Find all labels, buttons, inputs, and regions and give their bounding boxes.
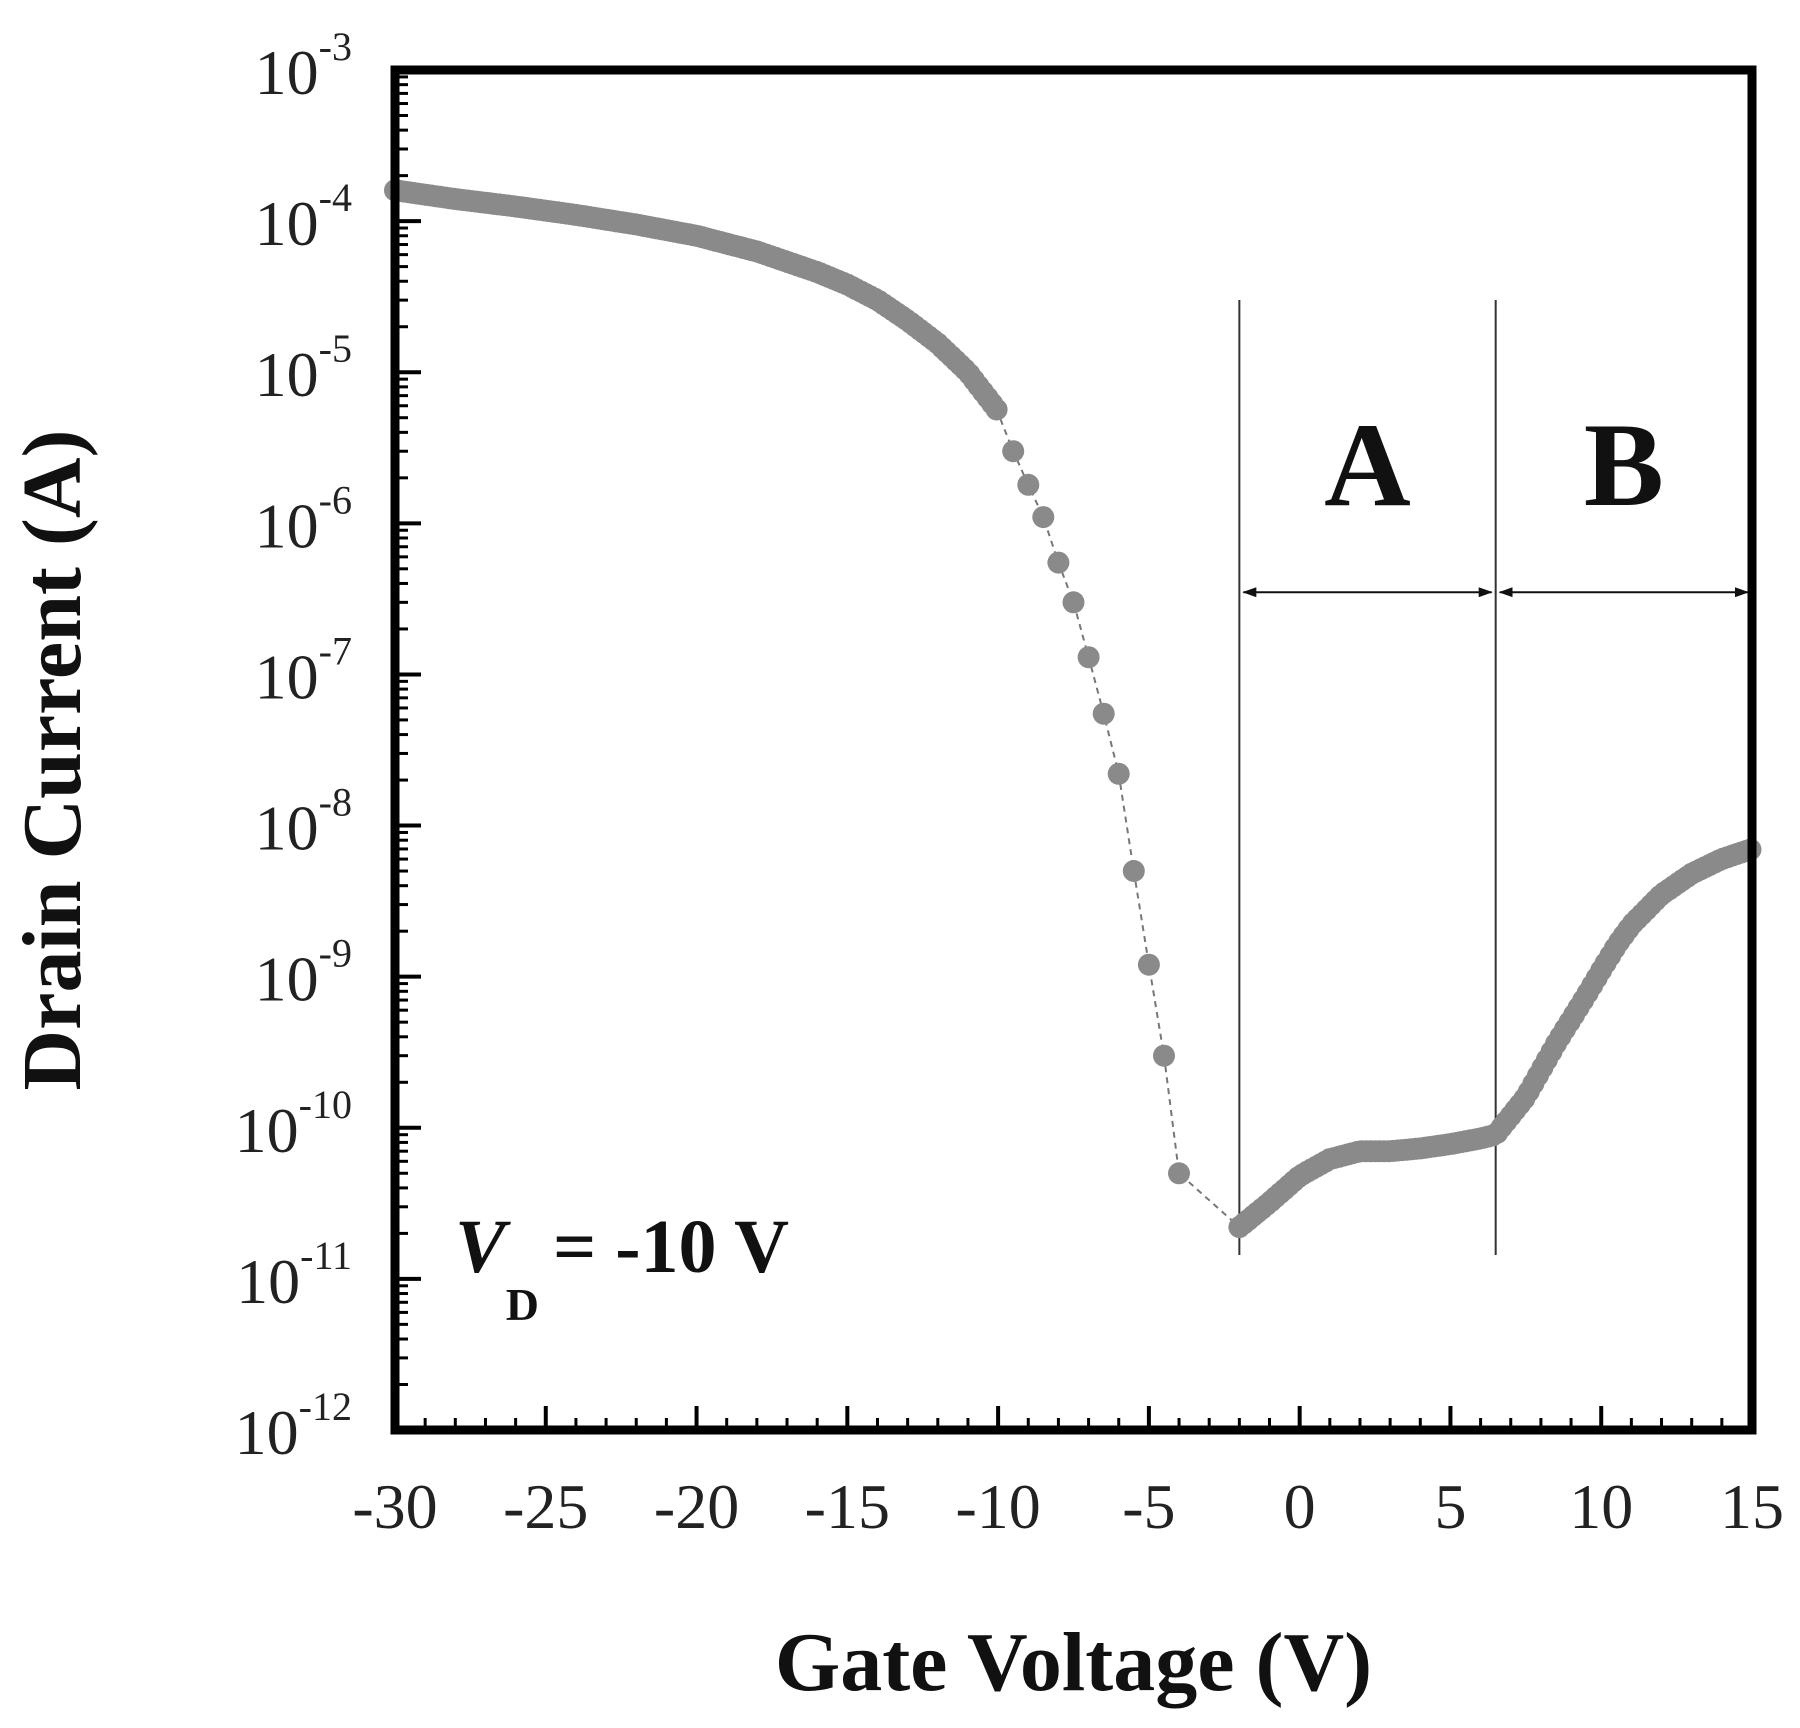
data-points	[384, 179, 1762, 1239]
data-point	[1092, 702, 1115, 725]
y-tick-label: 10-11	[236, 1233, 352, 1317]
y-tick-label: 10-6	[255, 477, 352, 561]
data-point	[1137, 953, 1160, 976]
data-point	[1032, 506, 1055, 529]
data-point	[1122, 860, 1145, 882]
y-tick-label: 10-5	[255, 326, 352, 410]
x-tick-label: 0	[1284, 1471, 1316, 1542]
x-tick-label: -30	[352, 1471, 437, 1542]
data-point	[985, 398, 1008, 421]
y-tick-label: 10-4	[255, 175, 352, 259]
x-tick-label: 10	[1569, 1471, 1633, 1542]
x-tick-label: -15	[805, 1471, 890, 1542]
x-tick-label: 5	[1434, 1471, 1466, 1542]
x-tick-label: -10	[955, 1471, 1040, 1542]
drain-voltage-annotation: VD= -10 V	[455, 1205, 789, 1330]
y-tick-label: 10-3	[255, 24, 352, 108]
y-tick-label: 10-10	[235, 1082, 352, 1166]
y-axis-title: Drain Current (A)	[6, 429, 99, 1090]
y-tick-label: 10-7	[255, 628, 352, 712]
data-point	[1153, 1044, 1175, 1067]
y-tick-label: 10-12	[235, 1384, 352, 1468]
x-tick-label: -25	[503, 1471, 588, 1542]
data-point	[1002, 440, 1025, 463]
x-tick-label: 15	[1720, 1471, 1784, 1542]
x-tick-label: -5	[1122, 1471, 1175, 1542]
data-point	[1077, 646, 1100, 669]
plot-frame	[390, 65, 1757, 1435]
y-tick-label: 10-8	[255, 780, 352, 864]
data-point	[1062, 591, 1085, 614]
y-tick-label: 10-9	[255, 931, 352, 1015]
x-tick-label: -20	[654, 1471, 739, 1542]
region-label-b: B	[1584, 398, 1664, 531]
data-point	[1107, 762, 1130, 785]
x-axis-tick-labels: -30 -25 -20 -15 -10 -5 0 5 10 15	[352, 1471, 1784, 1542]
data-point	[1017, 473, 1040, 496]
x-axis-title: Gate Voltage (V)	[775, 1616, 1372, 1709]
y-axis-tick-labels: 10-3 10-4 10-5 10-6 10-7 10-8 10-9 10-10 10-11 10…	[235, 24, 352, 1468]
region-label-a: A	[1324, 398, 1411, 531]
data-point	[1168, 1162, 1190, 1185]
data-point	[1047, 551, 1070, 574]
